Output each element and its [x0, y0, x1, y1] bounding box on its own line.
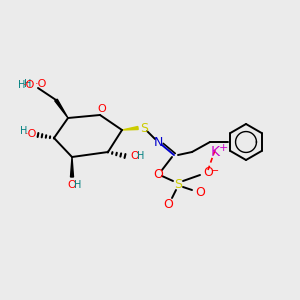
Text: H: H	[18, 80, 26, 90]
Text: ·O: ·O	[35, 79, 47, 89]
Text: O: O	[203, 166, 213, 178]
Polygon shape	[55, 99, 68, 118]
Text: ·O: ·O	[23, 80, 35, 90]
Text: −: −	[211, 166, 219, 176]
Text: H: H	[20, 126, 28, 136]
Text: O: O	[130, 151, 140, 161]
Text: N: N	[153, 136, 163, 149]
Text: O: O	[195, 185, 205, 199]
Text: ·O: ·O	[25, 129, 37, 139]
Text: H: H	[74, 180, 82, 190]
Text: O: O	[68, 180, 76, 190]
Text: H: H	[137, 151, 145, 161]
Text: S: S	[174, 178, 182, 191]
Text: K: K	[211, 145, 220, 159]
Text: H: H	[24, 79, 32, 89]
Text: S: S	[140, 122, 148, 134]
Polygon shape	[122, 127, 138, 130]
Text: +: +	[218, 143, 228, 153]
Text: O: O	[163, 199, 173, 212]
Text: O: O	[153, 169, 163, 182]
Polygon shape	[70, 157, 74, 177]
Text: O: O	[98, 104, 106, 114]
